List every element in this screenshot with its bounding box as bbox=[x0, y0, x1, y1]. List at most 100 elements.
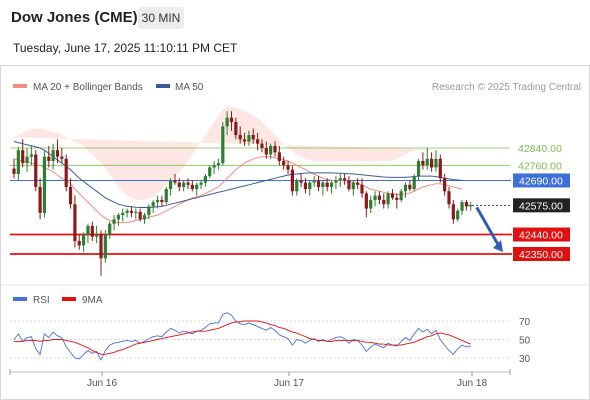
candle-body bbox=[312, 180, 316, 183]
time-tick-label: Jun 18 bbox=[457, 378, 487, 389]
candle-body bbox=[469, 205, 473, 207]
candle-body bbox=[308, 182, 312, 190]
pivot-label-bg bbox=[513, 173, 570, 188]
candle-body bbox=[277, 152, 281, 161]
candle-body bbox=[260, 143, 264, 148]
copyright-text: Research © 2025 Trading Central bbox=[432, 82, 581, 93]
candle-body bbox=[382, 199, 386, 205]
candle-body bbox=[256, 139, 260, 144]
candle-body bbox=[451, 204, 455, 220]
candle-body bbox=[408, 184, 412, 190]
candle-body bbox=[412, 176, 416, 190]
candle-body bbox=[325, 182, 329, 187]
candle-body bbox=[203, 176, 207, 183]
ma50-legend-swatch bbox=[156, 84, 170, 88]
candle-body bbox=[25, 156, 29, 164]
candle-body bbox=[182, 182, 186, 187]
rsi-tick-label: 70 bbox=[519, 317, 531, 328]
rsi-tick-label: 30 bbox=[519, 354, 531, 365]
candle-body bbox=[395, 197, 399, 200]
candle-body bbox=[51, 150, 55, 161]
timestamp-text: Tuesday, June 17, 2025 11:10:11 PM CET bbox=[13, 41, 238, 55]
candle-body bbox=[399, 191, 403, 200]
moving-averages bbox=[13, 141, 463, 224]
candle-body bbox=[151, 202, 155, 207]
candle-body bbox=[125, 210, 129, 213]
candle-body bbox=[86, 225, 90, 235]
resistance-label: 42760.00 bbox=[518, 160, 562, 172]
candle-body bbox=[464, 202, 468, 207]
candle-body bbox=[177, 182, 181, 187]
bollinger-bands bbox=[14, 106, 462, 200]
forecast-arrow-head bbox=[493, 240, 503, 252]
support-label: 42350.00 bbox=[519, 249, 563, 261]
candle-body bbox=[269, 145, 273, 155]
candle-body bbox=[356, 182, 360, 185]
candle-body bbox=[295, 180, 299, 192]
candle-body bbox=[21, 150, 25, 164]
candle-body bbox=[343, 178, 347, 181]
timeframe-badge[interactable]: 30 MIN bbox=[138, 7, 184, 29]
ma50-line bbox=[13, 141, 463, 208]
candle-body bbox=[29, 154, 33, 157]
candle-body bbox=[425, 158, 429, 166]
candle-body bbox=[351, 182, 355, 190]
candle-body bbox=[199, 182, 203, 185]
rsi-9ma-line bbox=[14, 320, 471, 355]
candle-body bbox=[73, 204, 77, 242]
forecast-arrow bbox=[475, 206, 503, 252]
candle-body bbox=[434, 158, 438, 168]
candle-body bbox=[430, 158, 434, 168]
candle-body bbox=[195, 184, 199, 190]
candle-body bbox=[234, 122, 238, 136]
support-label: 42440.00 bbox=[519, 230, 563, 242]
time-axis: Jun 16 Jun 17 Jun 18 bbox=[9, 369, 511, 389]
candle-body bbox=[103, 234, 107, 259]
candle-body bbox=[316, 180, 321, 187]
candle-body bbox=[282, 160, 286, 166]
candle-body bbox=[129, 210, 134, 213]
candle-body bbox=[212, 165, 216, 168]
candle-body bbox=[186, 182, 190, 185]
9ma-legend-swatch bbox=[62, 297, 76, 301]
candle-body bbox=[347, 180, 351, 190]
candle-body bbox=[360, 184, 364, 194]
candle-body bbox=[438, 158, 442, 179]
candle-body bbox=[12, 168, 16, 174]
chart-header: Dow Jones (CME) 30 MIN bbox=[0, 0, 590, 36]
candle-body bbox=[447, 191, 451, 205]
rsi-panel: 70 50 30 bbox=[10, 312, 531, 365]
rsi-tick-label: 50 bbox=[519, 336, 531, 347]
candle-body bbox=[303, 182, 308, 190]
resistance-label: 42840.00 bbox=[518, 143, 562, 155]
pivot-label: 42690.00 bbox=[519, 175, 563, 187]
candle-body bbox=[264, 148, 268, 155]
candle-body bbox=[160, 199, 164, 203]
ma20-line bbox=[13, 156, 463, 224]
candle-body bbox=[460, 202, 464, 211]
support-label-bg bbox=[513, 227, 570, 242]
candle-body bbox=[334, 180, 338, 183]
candle-body bbox=[16, 150, 20, 174]
candle-body bbox=[134, 211, 138, 213]
candle-body bbox=[169, 180, 173, 190]
candle-body bbox=[47, 156, 51, 161]
candle-body bbox=[34, 154, 38, 187]
candle-body bbox=[116, 215, 120, 220]
candle-body bbox=[321, 182, 325, 187]
price-level-labels: 42840.00 42760.00 42690.00 42575.00 42440.00… bbox=[513, 143, 570, 261]
candle-body bbox=[229, 117, 234, 123]
candle-body bbox=[369, 199, 373, 209]
candle-body bbox=[364, 193, 368, 209]
candle-body bbox=[390, 193, 395, 198]
candle-body bbox=[208, 167, 212, 177]
time-tick-label: Jun 17 bbox=[274, 378, 304, 389]
candle-body bbox=[55, 150, 60, 157]
candle-body bbox=[416, 160, 421, 177]
candle-body bbox=[443, 178, 447, 192]
candle-body bbox=[155, 199, 160, 203]
candle-body bbox=[247, 135, 251, 142]
candle-body bbox=[299, 180, 303, 183]
last-price-label-bg bbox=[513, 198, 570, 213]
